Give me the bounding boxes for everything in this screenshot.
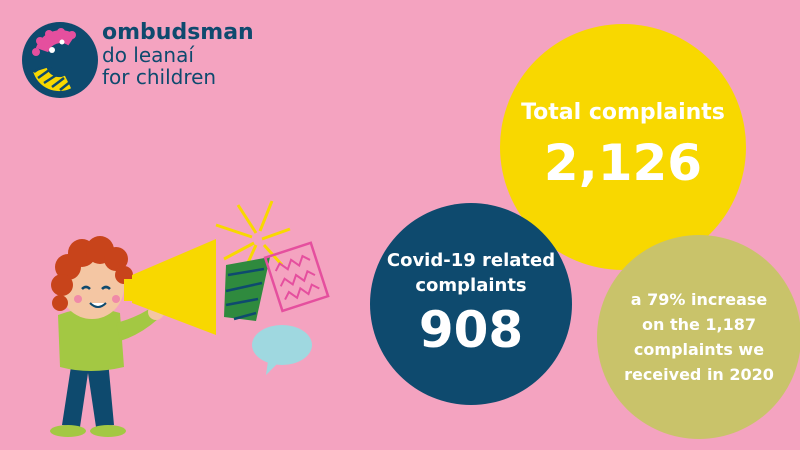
covid-complaints-label-1: Covid-19 related	[386, 250, 556, 271]
child-with-megaphone-illustration-icon	[50, 200, 330, 437]
increase-circle: a 79% increase on the 1,187 complaints w…	[597, 235, 800, 439]
total-complaints-circle: Total complaints 2,126	[500, 24, 746, 270]
total-complaints-label: Total complaints	[521, 100, 725, 125]
ombudsman-logo-icon	[22, 22, 98, 98]
total-complaints-value: 2,126	[543, 134, 703, 192]
increase-line-4: received in 2020	[624, 365, 774, 384]
logo-line-do-leanai: do leanaí	[102, 43, 194, 67]
covid-complaints-circle: Covid-19 related complaints 908	[370, 203, 572, 405]
increase-line-2: on the 1,187	[641, 315, 757, 334]
logo-wordmark: ombudsman do leanaí for children	[102, 20, 254, 89]
covid-complaints-value: 908	[418, 301, 524, 359]
covid-complaints-label-2: complaints	[415, 275, 527, 296]
logo-line-for-children: for children	[102, 65, 217, 89]
logo-line-ombudsman: ombudsman	[102, 20, 254, 45]
increase-line-1: a 79% increase	[630, 290, 768, 309]
increase-line-3: complaints we	[633, 340, 765, 359]
